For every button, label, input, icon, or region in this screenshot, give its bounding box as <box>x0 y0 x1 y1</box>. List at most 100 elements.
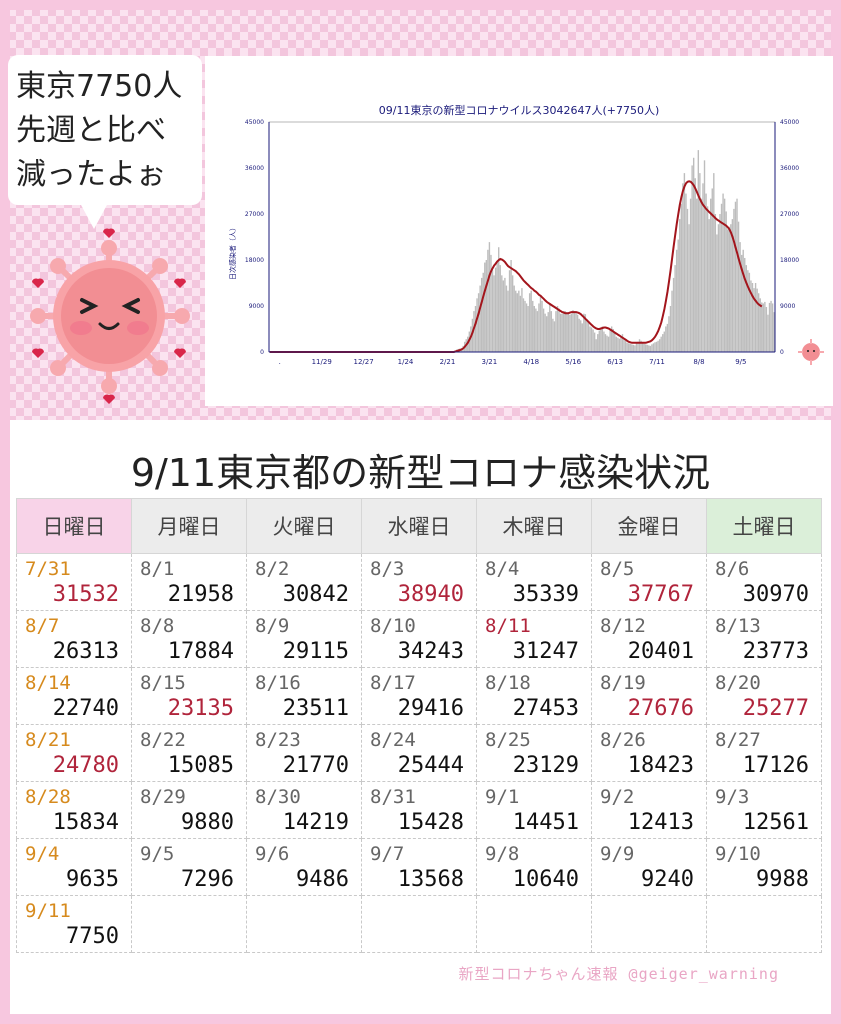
daily-case-bar <box>564 311 566 352</box>
day-case-count: 14219 <box>282 810 349 835</box>
day-date: 8/12 <box>600 615 646 637</box>
day-cell: 8/29 9880 <box>131 781 247 839</box>
day-case-count: 34243 <box>397 639 464 664</box>
day-date: 8/3 <box>370 558 405 580</box>
daily-case-bar <box>607 336 610 352</box>
day-cell: 8/27 17126 <box>706 724 822 782</box>
virus-mascot-icon <box>18 228 200 408</box>
day-case-count: 14451 <box>512 810 579 835</box>
daily-case-bar <box>484 262 486 352</box>
table-panel: 9/11東京都の新型コロナ感染状況 日曜日 月曜日 火曜日 水曜日 木曜日 金曜日 土曜日 … <box>10 420 831 1014</box>
day-cell <box>131 895 247 953</box>
daily-case-bar <box>507 290 509 352</box>
daily-case-bar <box>669 306 672 352</box>
day-date: 9/7 <box>370 843 405 865</box>
daily-case-bar <box>641 342 644 352</box>
daily-case-bar <box>556 306 559 352</box>
bubble-line-2: 先週と比べ <box>16 113 166 148</box>
day-date: 8/28 <box>25 786 71 808</box>
day-cell: 8/25 23129 <box>476 724 592 782</box>
daily-case-bar <box>620 337 622 352</box>
daily-case-bar <box>525 303 528 352</box>
x-tick-label: 4/18 <box>523 358 539 366</box>
chart-title: 09/11東京の新型コロナウイルス3042647人(+7750人) <box>379 103 659 117</box>
daily-case-bar <box>623 339 625 352</box>
daily-case-bar <box>490 254 492 352</box>
daily-case-bar <box>723 198 726 352</box>
chart-panel: 09/11東京の新型コロナウイルス3042647人(+7750人) 日次感染者（… <box>205 56 833 406</box>
daily-case-bar <box>671 290 673 352</box>
day-cell: 8/2 30842 <box>246 553 362 611</box>
daily-case-bar <box>493 275 495 352</box>
day-date: 8/17 <box>370 672 416 694</box>
day-case-count: 23129 <box>512 753 579 778</box>
day-case-count: 24780 <box>52 753 119 778</box>
daily-case-bar <box>553 321 556 352</box>
daily-case-bar <box>593 332 596 352</box>
daily-case-bar <box>722 193 724 352</box>
daily-case-bar <box>470 326 472 352</box>
weekday-header: 土曜日 <box>706 498 822 554</box>
daily-case-bar <box>643 343 645 352</box>
day-date: 9/1 <box>485 786 520 808</box>
day-case-count: 29416 <box>397 696 464 721</box>
daily-case-bar <box>692 157 695 352</box>
y-tick-label-right: 9000 <box>780 303 795 310</box>
daily-case-bar <box>744 257 746 352</box>
daily-case-bar <box>552 318 554 352</box>
day-cell: 8/1 21958 <box>131 553 247 611</box>
x-tick-label: 6/13 <box>607 358 623 366</box>
daily-case-bar <box>604 334 607 352</box>
weekday-header: 金曜日 <box>591 498 707 554</box>
day-cell: 8/3 38940 <box>361 553 477 611</box>
daily-case-bar <box>679 219 681 352</box>
daily-case-bar <box>694 178 696 352</box>
daily-case-bar <box>654 342 656 352</box>
daily-case-bar <box>672 277 675 352</box>
daily-case-bar <box>705 193 707 352</box>
daily-case-bar <box>665 326 667 352</box>
daily-case-bar <box>505 285 508 352</box>
day-date: 8/4 <box>485 558 520 580</box>
daily-case-bar <box>666 323 669 352</box>
table-title: 9/11東京都の新型コロナ感染状況 <box>130 451 711 495</box>
day-date: 8/16 <box>255 672 301 694</box>
daily-case-bar <box>539 295 542 352</box>
day-date: 8/21 <box>25 729 71 751</box>
day-case-count: 9880 <box>181 810 234 835</box>
day-cell: 9/11 7750 <box>16 895 132 953</box>
daily-case-bar <box>612 329 614 352</box>
daily-case-bar <box>487 249 489 352</box>
day-cell: 8/19 27676 <box>591 667 707 725</box>
day-date: 9/10 <box>715 843 761 865</box>
weekday-header: 日曜日 <box>16 498 132 554</box>
x-tick-label: 8/8 <box>693 358 704 366</box>
daily-case-bar <box>764 301 766 352</box>
daily-case-bar <box>740 254 743 352</box>
daily-case-bar <box>675 249 678 352</box>
daily-case-bar <box>719 214 721 352</box>
day-date: 8/26 <box>600 729 646 751</box>
daily-case-bar <box>771 303 774 352</box>
day-cell: 8/30 14219 <box>246 781 362 839</box>
daily-case-bar <box>627 343 630 352</box>
daily-case-bar <box>632 344 635 352</box>
day-cell: 9/7 13568 <box>361 838 477 896</box>
day-date: 8/18 <box>485 672 531 694</box>
daily-case-bar <box>474 306 477 352</box>
day-cell: 8/14 22740 <box>16 667 132 725</box>
daily-case-bar <box>581 323 583 352</box>
day-case-count: 38940 <box>397 582 464 607</box>
daily-case-bar <box>515 290 517 352</box>
daily-case-bar <box>522 298 525 352</box>
day-date: 8/13 <box>715 615 761 637</box>
day-case-count: 9988 <box>756 867 809 892</box>
daily-case-bar <box>538 303 540 352</box>
daily-case-bar <box>700 198 703 352</box>
day-cell: 8/24 25444 <box>361 724 477 782</box>
daily-case-bar <box>601 326 604 352</box>
day-cell: 7/31 31532 <box>16 553 132 611</box>
day-cell: 8/21 24780 <box>16 724 132 782</box>
daily-case-bar <box>770 300 772 352</box>
weekday-header: 月曜日 <box>131 498 247 554</box>
